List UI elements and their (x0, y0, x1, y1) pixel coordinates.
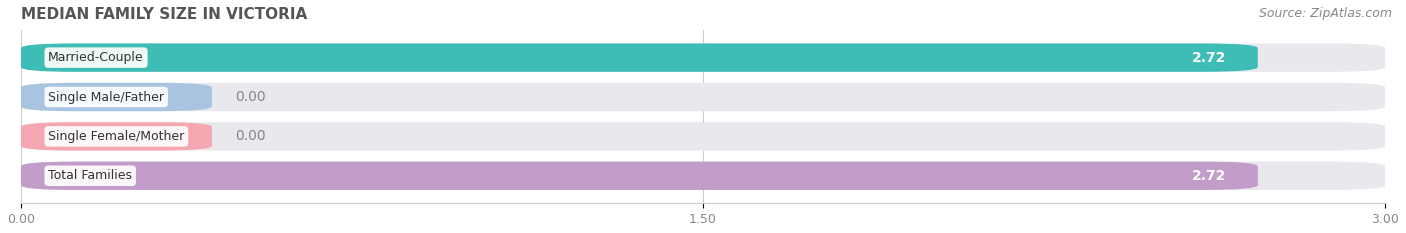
Text: Married-Couple: Married-Couple (48, 51, 143, 64)
Text: 0.00: 0.00 (235, 129, 266, 143)
FancyBboxPatch shape (21, 43, 1385, 72)
Text: Single Male/Father: Single Male/Father (48, 90, 165, 103)
Text: Total Families: Total Families (48, 169, 132, 182)
Text: 2.72: 2.72 (1192, 169, 1226, 183)
FancyBboxPatch shape (21, 122, 212, 151)
Text: 0.00: 0.00 (235, 90, 266, 104)
Text: Single Female/Mother: Single Female/Mother (48, 130, 184, 143)
FancyBboxPatch shape (21, 162, 1258, 190)
Text: MEDIAN FAMILY SIZE IN VICTORIA: MEDIAN FAMILY SIZE IN VICTORIA (21, 7, 307, 22)
Text: 2.72: 2.72 (1192, 51, 1226, 65)
FancyBboxPatch shape (21, 122, 1385, 151)
FancyBboxPatch shape (21, 43, 1258, 72)
Text: Source: ZipAtlas.com: Source: ZipAtlas.com (1258, 7, 1392, 20)
FancyBboxPatch shape (21, 83, 1385, 111)
FancyBboxPatch shape (21, 83, 212, 111)
FancyBboxPatch shape (21, 162, 1385, 190)
